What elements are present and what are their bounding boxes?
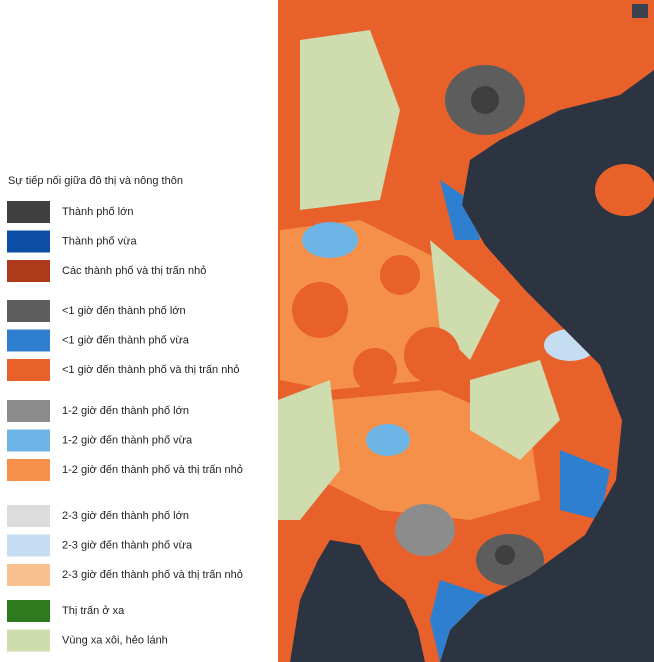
legend-label: <1 giờ đến thành phố và thị trấn nhỏ [62,364,240,376]
legend-label: <1 giờ đến thành phố lớn [62,305,186,317]
legend-swatch [7,400,50,422]
legend-swatch [7,459,50,481]
legend-swatch [7,429,50,452]
legend-label: Thành phố lớn [62,206,133,218]
island [595,164,654,216]
legend-label: 1-2 giờ đến thành phố lớn [62,405,189,417]
legend-swatch [7,230,50,253]
legend-label: 1-2 giờ đến thành phố và thị trấn nhỏ [62,464,243,476]
legend-label: 1-2 giờ đến thành phố vừa [62,434,193,446]
legend-label: Các thành phố và thị trấn nhỏ [62,265,206,277]
legend-swatch [7,534,50,557]
legend-swatch [7,600,50,622]
legend-swatch [7,329,50,352]
legend-title: Sự tiếp nối giữa đô thị và nông thôn [8,175,183,187]
legend-swatch [7,260,50,282]
legend-label: <1 giờ đến thành phố vừa [62,334,190,346]
legend-label: 2-3 giờ đến thành phố và thị trấn nhỏ [62,569,243,581]
legend-label: Thành phố vừa [62,235,138,247]
legend-swatch [7,564,50,586]
legend-label: 2-3 giờ đến thành phố vừa [62,539,193,551]
legend-swatch [7,359,50,381]
legend-label: Thị trấn ở xa [62,605,125,617]
legend-swatch [7,201,50,223]
legend-label: 2-3 giờ đến thành phố lớn [62,510,189,522]
legend-swatch [7,300,50,322]
legend-swatch [7,629,50,652]
legend-label: Vùng xa xôi, hẻo lánh [62,634,168,646]
legend-swatch [7,505,50,527]
zoom-button[interactable] [632,4,648,18]
